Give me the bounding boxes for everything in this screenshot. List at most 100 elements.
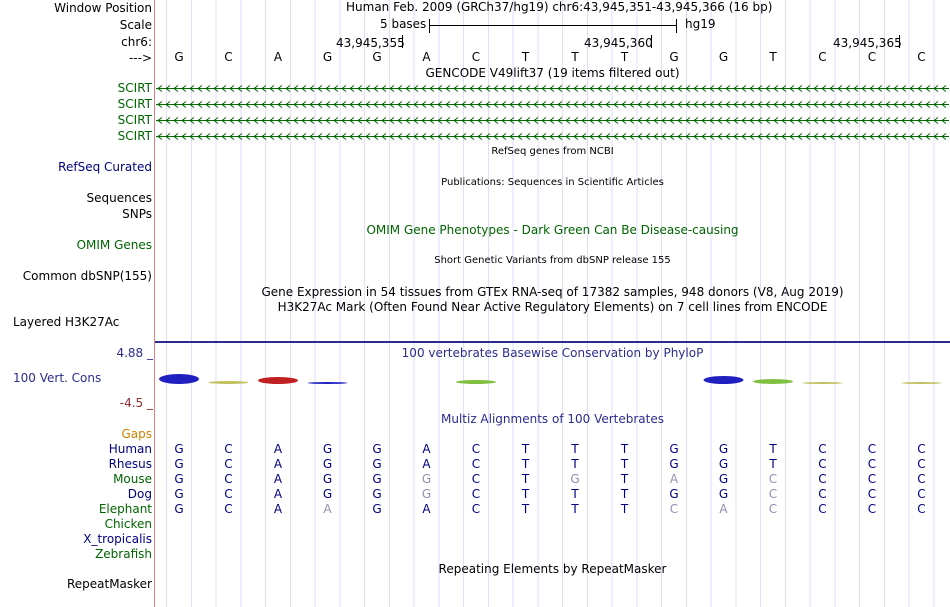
strand-arrow bbox=[213, 101, 219, 108]
strand-arrow bbox=[733, 101, 739, 108]
strand-arrow bbox=[933, 101, 939, 108]
strand-arrow bbox=[637, 85, 643, 92]
strand-arrow bbox=[549, 117, 555, 124]
alignment-base: C bbox=[917, 457, 926, 471]
strand-arrow bbox=[277, 85, 283, 92]
species-label[interactable]: Zebrafish bbox=[95, 547, 152, 561]
omim-track-title[interactable]: OMIM Gene Phenotypes - Dark Green Can Be… bbox=[366, 223, 739, 237]
chrom-label: chr6: bbox=[121, 35, 152, 49]
position-tick-mark bbox=[402, 35, 403, 48]
dbsnp-track-title[interactable]: Short Genetic Variants from dbSNP releas… bbox=[434, 255, 671, 266]
repeatmasker-track-title[interactable]: Repeating Elements by RepeatMasker bbox=[438, 562, 667, 576]
strand-arrow bbox=[573, 117, 579, 124]
h3k27ac-label[interactable]: Layered H3K27Ac bbox=[13, 315, 120, 329]
alignment-base: T bbox=[769, 442, 777, 456]
alignment-base: G bbox=[174, 442, 184, 456]
sequences-label[interactable]: Sequences bbox=[86, 191, 152, 205]
strand-arrow bbox=[685, 133, 691, 140]
strand-arrow bbox=[453, 133, 459, 140]
strand-arrow bbox=[709, 133, 715, 140]
gencode-gene-label[interactable]: SCIRT bbox=[117, 129, 152, 143]
gtex-track-title[interactable]: Gene Expression in 54 tissues from GTEx … bbox=[261, 285, 844, 299]
gaps-label[interactable]: Gaps bbox=[121, 427, 152, 441]
gencode-gene-feature[interactable] bbox=[156, 132, 949, 141]
strand-arrow bbox=[853, 117, 859, 124]
alignment-base: T bbox=[620, 472, 629, 486]
strand-arrow bbox=[213, 117, 219, 124]
strand-arrow bbox=[693, 101, 699, 108]
alignment-base: C bbox=[917, 472, 926, 486]
strand-arrow bbox=[437, 117, 443, 124]
strand-arrow bbox=[325, 133, 331, 140]
refseq-label[interactable]: RefSeq Curated bbox=[58, 160, 152, 174]
strand-arrow bbox=[413, 85, 419, 92]
strand-arrow bbox=[517, 117, 523, 124]
strand-arrow bbox=[269, 133, 275, 140]
species-label[interactable]: X_tropicalis bbox=[83, 532, 152, 546]
alignment-base: G bbox=[174, 457, 184, 471]
alignment-base: T bbox=[620, 442, 629, 456]
gencode-gene-feature[interactable] bbox=[156, 84, 949, 93]
repeatmasker-label[interactable]: RepeatMasker bbox=[66, 577, 152, 591]
publications-track-title[interactable]: Publications: Sequences in Scientific Ar… bbox=[441, 177, 664, 188]
alignment-base: G bbox=[421, 487, 432, 501]
strand-arrow bbox=[509, 85, 515, 92]
alignment-base: C bbox=[471, 502, 481, 516]
gencode-gene-feature[interactable] bbox=[156, 100, 949, 109]
strand-arrow bbox=[437, 101, 443, 108]
strand-arrow bbox=[885, 85, 891, 92]
gencode-track-title[interactable]: GENCODE V49lift37 (19 items filtered out… bbox=[425, 66, 680, 80]
strand-arrow bbox=[301, 117, 307, 124]
species-label[interactable]: Elephant bbox=[98, 502, 152, 516]
strand-arrow bbox=[597, 101, 603, 108]
strand-arrow bbox=[581, 133, 587, 140]
omim-label[interactable]: OMIM Genes bbox=[76, 238, 152, 252]
strand-arrow bbox=[861, 101, 867, 108]
species-label[interactable]: Mouse bbox=[113, 472, 152, 486]
strand-arrow bbox=[309, 117, 315, 124]
species-label[interactable]: Chicken bbox=[104, 517, 152, 531]
strand-arrow bbox=[205, 101, 211, 108]
strand-arrow bbox=[293, 85, 299, 92]
cons-label[interactable]: 100 Vert. Cons bbox=[13, 371, 102, 385]
species-label[interactable]: Dog bbox=[127, 487, 152, 501]
strand-arrow bbox=[277, 133, 283, 140]
alignment-base: T bbox=[521, 487, 530, 501]
species-label[interactable]: Human bbox=[108, 442, 152, 456]
species-label[interactable]: Rhesus bbox=[108, 457, 152, 471]
strand-arrow bbox=[357, 133, 363, 140]
dbsnp-label[interactable]: Common dbSNP(155) bbox=[22, 269, 152, 283]
multiz-track-title[interactable]: Multiz Alignments of 100 Vertebrates bbox=[440, 412, 665, 426]
sequence-base: G bbox=[174, 50, 184, 64]
strand-arrow bbox=[165, 117, 171, 124]
strand-arrow bbox=[685, 117, 691, 124]
strand-arrow bbox=[221, 133, 227, 140]
strand-arrow bbox=[269, 85, 275, 92]
strand-arrow bbox=[677, 85, 683, 92]
strand-arrow bbox=[477, 101, 483, 108]
gencode-gene-label[interactable]: SCIRT bbox=[117, 81, 152, 95]
strand-arrow bbox=[709, 85, 715, 92]
strand-arrow bbox=[261, 133, 267, 140]
cons-track-title[interactable]: 100 vertebrates Basewise Conservation by… bbox=[401, 346, 704, 360]
alignment-base: C bbox=[768, 502, 778, 516]
strand-arrow bbox=[813, 85, 819, 92]
strand-arrow bbox=[269, 117, 275, 124]
strand-arrow bbox=[365, 85, 371, 92]
sequence-base: G bbox=[718, 50, 729, 64]
strand-arrow bbox=[549, 85, 555, 92]
alignment-base: G bbox=[372, 502, 382, 516]
strand-arrow bbox=[493, 101, 499, 108]
h3k27ac-track-title[interactable]: H3K27Ac Mark (Often Found Near Active Re… bbox=[277, 300, 828, 314]
strand-arrow bbox=[325, 101, 331, 108]
refseq-track-title[interactable]: RefSeq genes from NCBI bbox=[491, 146, 614, 157]
strand-arrow bbox=[573, 101, 579, 108]
gencode-gene-label[interactable]: SCIRT bbox=[117, 97, 152, 111]
strand-arrow bbox=[565, 85, 571, 92]
strand-arrow bbox=[637, 101, 643, 108]
snps-label[interactable]: SNPs bbox=[122, 207, 152, 221]
strand-arrow bbox=[181, 117, 187, 124]
strand-arrow bbox=[365, 117, 371, 124]
gencode-gene-feature[interactable] bbox=[156, 116, 949, 125]
gencode-gene-label[interactable]: SCIRT bbox=[117, 113, 152, 127]
